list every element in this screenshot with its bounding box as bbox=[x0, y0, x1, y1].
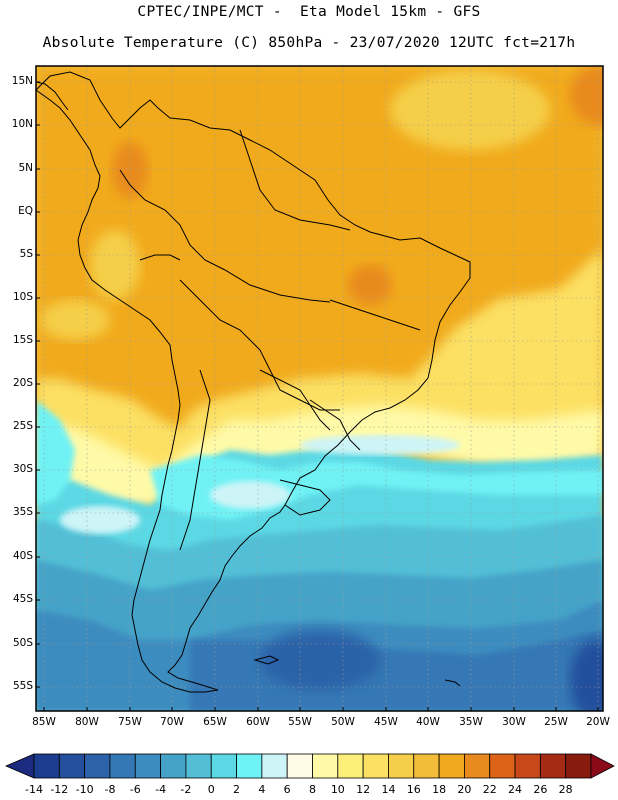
lon-label: 85W bbox=[32, 716, 56, 728]
colorbar-label: -6 bbox=[129, 783, 141, 796]
colorbar-swatch bbox=[210, 753, 237, 779]
colorbar-swatch bbox=[362, 753, 389, 779]
colorbar-label: -12 bbox=[50, 783, 69, 796]
colorbar-label: 20 bbox=[457, 783, 472, 796]
lat-label: 55S bbox=[12, 680, 33, 692]
map-title-line2: Absolute Temperature (C) 850hPa - 23/07/… bbox=[42, 35, 576, 51]
coastlines bbox=[36, 71, 471, 693]
colorbar-label: 26 bbox=[533, 783, 548, 796]
colorbar-label: -14 bbox=[25, 783, 43, 796]
colorbar-under-arrow bbox=[4, 753, 35, 779]
lon-label: 40W bbox=[416, 716, 440, 728]
colorbar-label: 2 bbox=[233, 783, 241, 796]
colorbar-swatch bbox=[464, 753, 491, 779]
colorbar-swatch bbox=[286, 753, 313, 779]
colorbar-label: 16 bbox=[406, 783, 421, 796]
lon-label: 60W bbox=[246, 716, 270, 728]
colorbar-label: -4 bbox=[155, 783, 167, 796]
colorbar-swatch bbox=[337, 753, 364, 779]
lon-label: 35W bbox=[459, 716, 483, 728]
colorbar-label: 4 bbox=[258, 783, 266, 796]
colorbar-label: 24 bbox=[508, 783, 523, 796]
lat-label: 5S bbox=[19, 248, 33, 260]
colorbar-over-arrow bbox=[590, 753, 615, 779]
colorbar-swatch bbox=[489, 753, 516, 779]
lat-label: 25S bbox=[12, 420, 33, 432]
colorbar-swatch bbox=[160, 753, 187, 779]
colorbar-swatch bbox=[109, 753, 136, 779]
colorbar-swatch bbox=[185, 753, 212, 779]
colorbar-label: -8 bbox=[104, 783, 116, 796]
lon-label: 55W bbox=[288, 716, 312, 728]
colorbar-label: -10 bbox=[75, 783, 94, 796]
lon-label: 75W bbox=[118, 716, 142, 728]
colorbar-swatch bbox=[539, 753, 567, 779]
colorbar-label: -2 bbox=[180, 783, 192, 796]
lat-label: EQ bbox=[18, 205, 33, 217]
graticule bbox=[36, 66, 603, 711]
lat-label: 10S bbox=[12, 291, 33, 303]
lat-label: 10N bbox=[11, 118, 33, 130]
colorbar-label: 14 bbox=[381, 783, 396, 796]
colorbar-label: 22 bbox=[482, 783, 497, 796]
colorbar-swatch bbox=[438, 753, 465, 779]
colorbar-swatch bbox=[413, 753, 440, 779]
lon-label: 30W bbox=[502, 716, 526, 728]
colorbar-swatch bbox=[33, 753, 60, 779]
lon-label: 20W bbox=[586, 716, 610, 728]
lat-label: 35S bbox=[12, 506, 33, 518]
colorbar-swatch bbox=[388, 753, 415, 779]
lat-label: 15N bbox=[11, 75, 33, 87]
colorbar-label: 18 bbox=[432, 783, 447, 796]
lon-label: 65W bbox=[203, 716, 227, 728]
lat-label: 50S bbox=[12, 637, 33, 649]
colorbar-swatch bbox=[84, 753, 111, 779]
lon-label: 45W bbox=[374, 716, 398, 728]
lat-label: 30S bbox=[12, 463, 33, 475]
lon-label: 80W bbox=[75, 716, 99, 728]
lat-label: 15S bbox=[12, 334, 33, 346]
lat-label: 45S bbox=[12, 593, 33, 605]
colorbar-swatch bbox=[58, 753, 86, 779]
temperature-field bbox=[36, 66, 603, 711]
lat-label: 20S bbox=[12, 377, 33, 389]
colorbar-label: 28 bbox=[558, 783, 573, 796]
colorbar-swatch bbox=[565, 753, 592, 779]
map-frame bbox=[35, 65, 604, 712]
colorbar-label: 6 bbox=[283, 783, 291, 796]
colorbar bbox=[4, 753, 615, 779]
colorbar-swatch bbox=[134, 753, 161, 779]
colorbar-label: 0 bbox=[207, 783, 215, 796]
lon-label: 70W bbox=[160, 716, 184, 728]
lon-label: 25W bbox=[544, 716, 568, 728]
colorbar-swatch bbox=[261, 753, 288, 779]
colorbar-label: 8 bbox=[309, 783, 316, 796]
colorbar-swatch bbox=[312, 753, 339, 779]
lon-label: 50W bbox=[331, 716, 355, 728]
map-title-line1: CPTEC/INPE/MCT - Eta Model 15km - GFS bbox=[137, 4, 481, 20]
colorbar-label: 12 bbox=[356, 783, 371, 796]
colorbar-swatch bbox=[236, 753, 263, 779]
colorbar-swatch bbox=[514, 753, 541, 779]
lat-label: 5N bbox=[18, 162, 33, 174]
lat-label: 40S bbox=[12, 550, 33, 562]
colorbar-label: 10 bbox=[330, 783, 345, 796]
